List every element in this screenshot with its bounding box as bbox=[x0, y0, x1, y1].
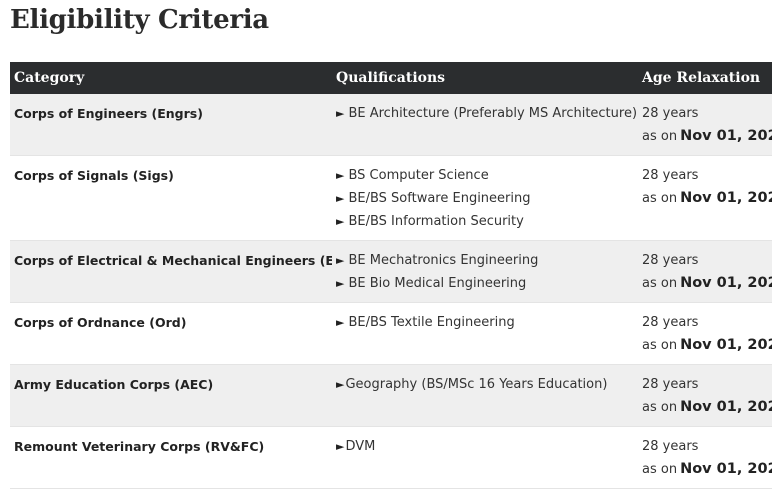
age-date: Nov 01, 2025 bbox=[680, 190, 772, 206]
category-cell: Corps of Engineers (Engrs) bbox=[10, 94, 332, 156]
table-row: Army Education Corps (AEC) ►Geography (B… bbox=[10, 364, 772, 427]
right-pointer-arrow-icon: ► bbox=[336, 277, 345, 290]
header-category: Category bbox=[14, 70, 85, 86]
right-pointer-arrow-icon: ► bbox=[336, 107, 345, 120]
qualification-text: BS Computer Science bbox=[348, 168, 489, 183]
category-cell: Corps of Ordnance (Ord) bbox=[10, 302, 332, 365]
table-header-row: Category Qualifications Age Relaxation bbox=[10, 62, 772, 94]
age-date: Nov 01, 2025 bbox=[680, 128, 772, 144]
table-row: Corps of Ordnance (Ord) ► BE/BS Textile E… bbox=[10, 302, 772, 365]
table-row: Corps of Engineers (Engrs) ► BE Architect… bbox=[10, 94, 772, 156]
table-row: Corps of Electrical & Mechanical Enginee… bbox=[10, 240, 772, 303]
age-as-on: as on bbox=[642, 191, 678, 206]
qualification-text: BE Architecture (Preferably MS Architect… bbox=[348, 106, 638, 121]
table-row: Remount Veterinary Corps (RV&FC) ►DVM 28… bbox=[10, 426, 772, 489]
age-date: Nov 01, 2025 bbox=[680, 275, 772, 291]
page: Eligibility Criteria Category Qualificat… bbox=[10, 5, 772, 489]
qualifications-cell: ► BE Architecture (Preferably MS Architec… bbox=[332, 94, 638, 156]
right-pointer-arrow-icon: ► bbox=[336, 215, 345, 228]
qualification-text: BE Mechatronics Engineering bbox=[348, 253, 539, 268]
right-pointer-arrow-icon: ► bbox=[336, 378, 345, 391]
age-as-on: as on bbox=[642, 400, 678, 415]
qualification-item: ► BE Bio Medical Engineering bbox=[336, 272, 634, 295]
age-years: 28 years bbox=[642, 439, 699, 454]
right-pointer-arrow-icon: ► bbox=[336, 169, 345, 182]
age-as-on: as on bbox=[642, 276, 678, 291]
qualifications-cell: ►DVM bbox=[332, 426, 638, 489]
qualification-item: ►DVM bbox=[336, 435, 634, 458]
age-date: Nov 01, 2025 bbox=[680, 337, 772, 353]
right-pointer-arrow-icon: ► bbox=[336, 440, 345, 453]
qualification-text: BE Bio Medical Engineering bbox=[348, 276, 527, 291]
qualification-item: ► BS Computer Science bbox=[336, 164, 634, 187]
qualification-item: ► BE Mechatronics Engineering bbox=[336, 249, 634, 272]
age-as-on: as on bbox=[642, 338, 678, 353]
page-title: Eligibility Criteria bbox=[10, 5, 269, 35]
qualification-item: ► BE/BS Software Engineering bbox=[336, 187, 634, 210]
right-pointer-arrow-icon: ► bbox=[336, 254, 345, 267]
qualification-text: BE/BS Software Engineering bbox=[348, 191, 531, 206]
age-date: Nov 01, 2025 bbox=[680, 399, 772, 415]
qualification-text: DVM bbox=[345, 439, 376, 454]
qualifications-cell: ► BE Mechatronics Engineering ► BE Bio Med… bbox=[332, 240, 638, 303]
qualification-text: Geography (BS/MSc 16 Years Education) bbox=[345, 377, 608, 392]
age-years: 28 years bbox=[642, 377, 699, 392]
qualification-item: ► BE Architecture (Preferably MS Architec… bbox=[336, 102, 638, 125]
qualifications-cell: ► BS Computer Science ► BE/BS Software Eng… bbox=[332, 155, 638, 241]
qualification-item: ►Geography (BS/MSc 16 Years Education) bbox=[336, 373, 634, 396]
category-cell: Remount Veterinary Corps (RV&FC) bbox=[10, 426, 332, 489]
qualification-item: ► BE/BS Information Security bbox=[336, 210, 634, 233]
table-row: Corps of Signals (Sigs) ► BS Computer Sci… bbox=[10, 155, 772, 241]
age-years: 28 years bbox=[642, 168, 699, 183]
category-cell: Army Education Corps (AEC) bbox=[10, 364, 332, 427]
age-years: 28 years bbox=[642, 315, 699, 330]
header-qualifications: Qualifications bbox=[336, 70, 446, 86]
eligibility-table: Category Qualifications Age Relaxation C… bbox=[10, 62, 772, 489]
right-pointer-arrow-icon: ► bbox=[336, 316, 345, 329]
qualifications-cell: ► BE/BS Textile Engineering bbox=[332, 302, 638, 365]
category-cell: Corps of Electrical & Mechanical Enginee… bbox=[10, 240, 332, 303]
age-as-on: as on bbox=[642, 462, 678, 477]
age-date: Nov 01, 2025 bbox=[680, 461, 772, 477]
age-as-on: as on bbox=[642, 129, 678, 144]
age-years: 28 years bbox=[642, 106, 699, 121]
category-cell: Corps of Signals (Sigs) bbox=[10, 155, 332, 241]
age-years: 28 years bbox=[642, 253, 699, 268]
right-pointer-arrow-icon: ► bbox=[336, 192, 345, 205]
qualification-text: BE/BS Information Security bbox=[348, 214, 524, 229]
qualification-text: BE/BS Textile Engineering bbox=[348, 315, 515, 330]
qualifications-cell: ►Geography (BS/MSc 16 Years Education) bbox=[332, 364, 638, 427]
qualification-item: ► BE/BS Textile Engineering bbox=[336, 311, 634, 334]
header-age-relaxation: Age Relaxation bbox=[642, 70, 761, 86]
